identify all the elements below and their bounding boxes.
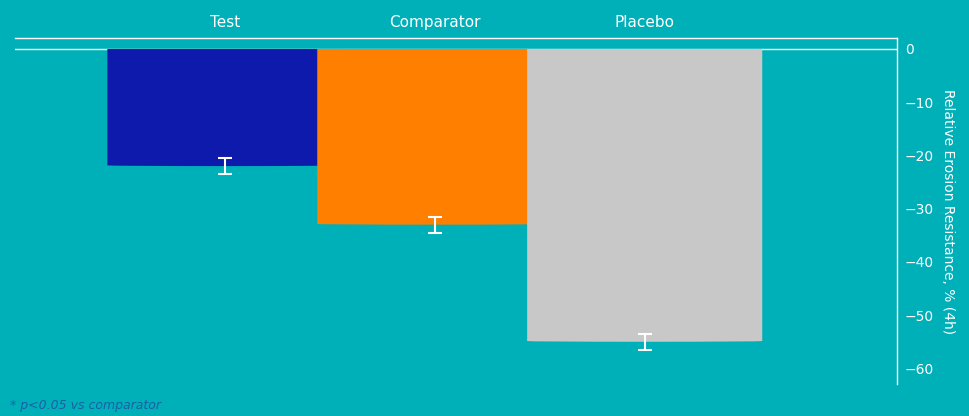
Text: * p<0.05 vs comparator: * p<0.05 vs comparator [10,399,161,412]
PathPatch shape [526,49,762,342]
PathPatch shape [108,49,342,166]
Y-axis label: Relative Erosion Resistance, % (4h): Relative Erosion Resistance, % (4h) [940,89,954,334]
PathPatch shape [317,49,551,225]
